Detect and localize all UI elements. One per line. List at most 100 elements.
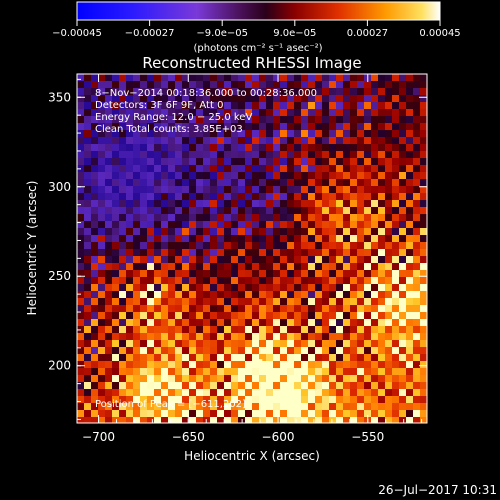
heatmap-cell — [238, 375, 245, 382]
heatmap-cell — [105, 326, 112, 333]
heatmap-cell — [175, 242, 182, 249]
heatmap-cell — [77, 179, 84, 186]
heatmap-cell — [217, 137, 224, 144]
heatmap-cell — [329, 263, 336, 270]
heatmap-cell — [91, 340, 98, 347]
heatmap-cell — [266, 137, 273, 144]
heatmap-cell — [231, 172, 238, 179]
heatmap-cell — [308, 284, 315, 291]
heatmap-cell — [301, 291, 308, 298]
heatmap-cell — [126, 228, 133, 235]
heatmap-cell — [378, 368, 385, 375]
heatmap-cell — [196, 193, 203, 200]
heatmap-cell — [371, 214, 378, 221]
heatmap-cell — [189, 200, 196, 207]
heatmap-cell — [350, 193, 357, 200]
heatmap-cell — [224, 375, 231, 382]
heatmap-cell — [399, 284, 406, 291]
heatmap-cell — [308, 74, 315, 81]
heatmap-cell — [91, 207, 98, 214]
heatmap-cell — [301, 228, 308, 235]
heatmap-cell — [168, 354, 175, 361]
heatmap-cell — [301, 144, 308, 151]
heatmap-cell — [203, 81, 210, 88]
heatmap-cell — [245, 137, 252, 144]
heatmap-cell — [364, 109, 371, 116]
heatmap-cell — [238, 95, 245, 102]
heatmap-cell — [364, 186, 371, 193]
heatmap-cell — [154, 291, 161, 298]
heatmap-cell — [294, 354, 301, 361]
heatmap-cell — [105, 347, 112, 354]
heatmap-cell — [259, 382, 266, 389]
heatmap-cell — [91, 389, 98, 396]
heatmap-cell — [217, 95, 224, 102]
heatmap-cell — [217, 116, 224, 123]
heatmap-cell — [98, 172, 105, 179]
x-tick-label: −700 — [82, 430, 115, 444]
heatmap-cell — [154, 270, 161, 277]
heatmap-cell — [357, 312, 364, 319]
heatmap-cell — [266, 361, 273, 368]
heatmap-cell — [336, 81, 343, 88]
heatmap-cell — [308, 277, 315, 284]
heatmap-cell — [154, 340, 161, 347]
heatmap-cell — [420, 333, 427, 340]
heatmap-cell — [336, 144, 343, 151]
heatmap-cell — [399, 382, 406, 389]
heatmap-cell — [105, 74, 112, 81]
heatmap-cell — [294, 382, 301, 389]
heatmap-cell — [168, 368, 175, 375]
heatmap-cell — [98, 242, 105, 249]
heatmap-cell — [238, 270, 245, 277]
heatmap-cell — [266, 81, 273, 88]
heatmap-cell — [161, 200, 168, 207]
heatmap-cell — [280, 305, 287, 312]
heatmap-cell — [350, 165, 357, 172]
heatmap-cell — [189, 130, 196, 137]
heatmap-cell — [336, 228, 343, 235]
heatmap-cell — [126, 249, 133, 256]
heatmap-cell — [224, 284, 231, 291]
heatmap-cell — [203, 214, 210, 221]
heatmap-cell — [147, 389, 154, 396]
heatmap-cell — [392, 186, 399, 193]
heatmap-cell — [98, 417, 105, 423]
heatmap-cell — [315, 298, 322, 305]
heatmap-cell — [399, 333, 406, 340]
heatmap-cell — [140, 305, 147, 312]
heatmap-cell — [371, 102, 378, 109]
heatmap-cell — [280, 165, 287, 172]
heatmap-cell — [203, 165, 210, 172]
heatmap-cell — [315, 347, 322, 354]
heatmap-cell — [77, 354, 84, 361]
heatmap-cell — [420, 235, 427, 242]
heatmap-cell — [245, 291, 252, 298]
heatmap-cell — [308, 403, 315, 410]
heatmap-cell — [420, 403, 427, 410]
heatmap-cell — [203, 242, 210, 249]
heatmap-cell — [77, 186, 84, 193]
heatmap-cell — [357, 368, 364, 375]
heatmap-cell — [126, 123, 133, 130]
heatmap-cell — [287, 368, 294, 375]
heatmap-cell — [196, 88, 203, 95]
heatmap-cell — [273, 179, 280, 186]
heatmap-cell — [91, 270, 98, 277]
heatmap-cell — [399, 375, 406, 382]
heatmap-cell — [266, 298, 273, 305]
heatmap-cell — [217, 305, 224, 312]
heatmap-cell — [210, 158, 217, 165]
heatmap-cell — [350, 319, 357, 326]
heatmap-cell — [315, 249, 322, 256]
heatmap-cell — [301, 347, 308, 354]
heatmap-cell — [175, 214, 182, 221]
heatmap-cell — [420, 263, 427, 270]
heatmap-cell — [105, 137, 112, 144]
heatmap-cell — [77, 151, 84, 158]
heatmap-cell — [98, 361, 105, 368]
heatmap-cell — [315, 81, 322, 88]
heatmap-cell — [245, 235, 252, 242]
heatmap-cell — [119, 235, 126, 242]
heatmap-cell — [126, 354, 133, 361]
